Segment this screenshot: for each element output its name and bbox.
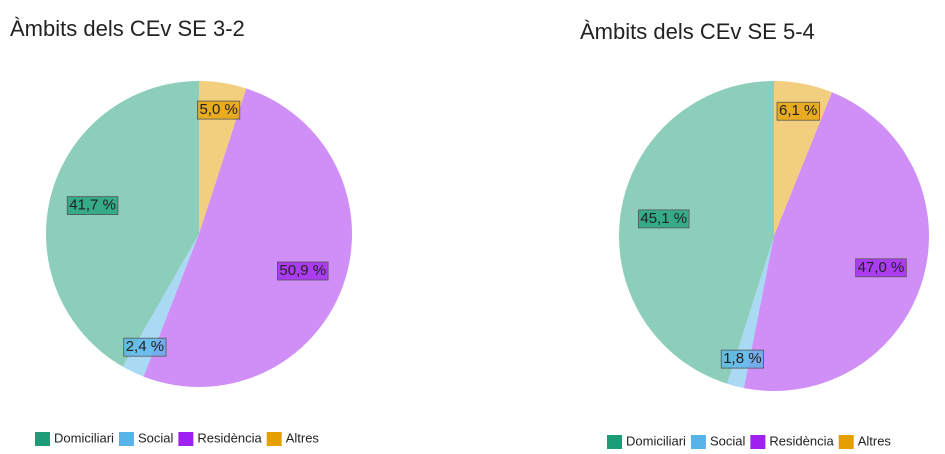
legend-swatch <box>178 432 194 446</box>
legend-label: Domiciliari <box>54 430 114 445</box>
data-label-text: 1,8 % <box>723 350 761 367</box>
legend-swatch <box>690 435 706 449</box>
pie-slice <box>45 81 200 367</box>
data-label-box <box>277 261 329 281</box>
data-label: 47,0 % <box>855 258 907 278</box>
data-label: 6,1 % <box>776 101 820 121</box>
chart-title: Àmbits dels CEv SE 5-4 <box>580 19 815 44</box>
legend-swatch <box>35 432 50 446</box>
pie-slice <box>743 92 929 391</box>
data-label-box <box>720 349 764 369</box>
data-label-box <box>197 100 241 120</box>
data-label-text: 47,0 % <box>858 259 905 276</box>
legend-label: Residència <box>769 433 834 448</box>
data-label-box <box>637 209 690 229</box>
pie-slice <box>619 81 774 384</box>
data-label: 1,8 % <box>720 349 764 369</box>
data-label-text: 45,1 % <box>640 210 687 227</box>
data-label-text: 50,9 % <box>279 262 326 279</box>
legend-label: Residència <box>197 430 262 445</box>
legend-label: Domiciliari <box>626 433 686 448</box>
legend-label: Altres <box>858 433 892 448</box>
legend-swatch <box>607 435 622 449</box>
data-label: 50,9 % <box>277 261 329 281</box>
data-label: 41,7 % <box>66 196 119 215</box>
data-label-text: 6,1 % <box>779 102 817 119</box>
legend-label: Altres <box>286 430 320 445</box>
legend-swatch <box>118 432 134 446</box>
data-label: 2,4 % <box>123 337 167 357</box>
legend-label: Social <box>138 430 174 445</box>
legend-swatch <box>838 435 854 449</box>
legend-swatch <box>750 435 766 449</box>
chart-title: Àmbits dels CEv SE 3-2 <box>10 16 245 41</box>
legend-swatch <box>266 432 282 446</box>
data-label-box <box>855 258 907 278</box>
data-label-text: 41,7 % <box>69 197 116 214</box>
data-label: 45,1 % <box>637 209 690 229</box>
legend-label: Social <box>710 433 746 448</box>
data-label-text: 2,4 % <box>126 338 164 355</box>
data-label-box <box>123 337 167 357</box>
data-label: 5,0 % <box>197 100 241 120</box>
pie-slice <box>143 88 353 388</box>
data-label-box <box>776 101 820 121</box>
data-label-box <box>66 196 119 215</box>
data-label-text: 5,0 % <box>199 101 237 118</box>
